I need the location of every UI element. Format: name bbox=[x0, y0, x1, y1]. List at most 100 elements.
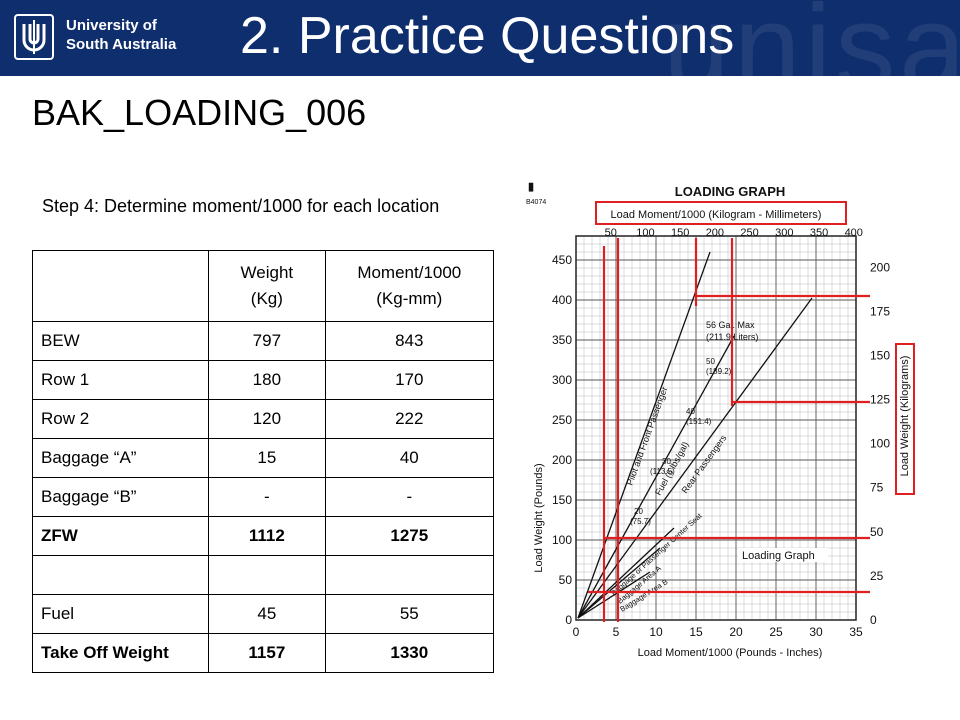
right-tick-label: 75 bbox=[870, 481, 884, 495]
right-tick-label: 50 bbox=[870, 525, 884, 539]
line-baggage-b bbox=[577, 571, 651, 619]
top-tick-label: 300 bbox=[775, 227, 793, 239]
fuel-mark-20: 20 bbox=[634, 507, 643, 516]
line-baggage-center bbox=[577, 527, 675, 619]
moment-table: Weight (Kg) Moment/1000 (Kg-mm) BEW 797 … bbox=[31, 250, 495, 673]
row-weight: 45 bbox=[208, 594, 326, 634]
table-row-zfw: ZFW 1112 1275 bbox=[31, 516, 495, 556]
fuel-mark-40: 40 bbox=[686, 407, 695, 416]
right-tick-label: 25 bbox=[870, 569, 884, 583]
row-moment: - bbox=[324, 477, 495, 517]
red-annotation-lines bbox=[588, 238, 870, 622]
fuel-mark-30-l: (113.5) bbox=[650, 467, 675, 476]
top-tick-label: 150 bbox=[671, 227, 689, 239]
bottom-tick-label: 25 bbox=[769, 625, 783, 639]
table-row: BEW 797 843 bbox=[31, 321, 495, 361]
corner-mark-glyph: ▮ bbox=[528, 181, 534, 193]
right-axis-highlight bbox=[895, 343, 915, 495]
row-label: Row 2 bbox=[31, 399, 210, 439]
bottom-axis-ticks: 0 5 10 15 20 25 30 35 bbox=[573, 625, 863, 639]
bottom-axis-label: Load Moment/1000 (Pounds - Inches) bbox=[638, 647, 823, 659]
row-moment: 222 bbox=[324, 399, 495, 439]
fuel-mark-20-l: (75.7) bbox=[630, 517, 651, 526]
plot-frame bbox=[575, 235, 857, 621]
row-label: Row 1 bbox=[31, 360, 210, 400]
header-weight: Weight (Kg) bbox=[208, 250, 326, 322]
inner-graph-label: Loading Graph bbox=[742, 550, 815, 562]
row-label: Baggage “A” bbox=[31, 438, 210, 478]
bottom-tick-label: 30 bbox=[809, 625, 823, 639]
row-moment: 170 bbox=[324, 360, 495, 400]
top-tick-label: 250 bbox=[740, 227, 758, 239]
row-label: Fuel bbox=[31, 594, 210, 634]
left-tick-label: 100 bbox=[552, 533, 572, 547]
table-row: Row 1 180 170 bbox=[31, 360, 495, 400]
slide-title: 2. Practice Questions bbox=[240, 7, 735, 65]
row-moment: 1275 bbox=[324, 516, 495, 556]
table-row-empty bbox=[31, 555, 495, 595]
loading-graph: ▮ B4074 LOADING GRAPH Load Moment/1000 (… bbox=[510, 176, 950, 670]
header-blank-cell bbox=[31, 250, 210, 322]
row-moment: 1330 bbox=[324, 633, 495, 673]
fuel-mark-50: 50 bbox=[706, 357, 715, 366]
bottom-tick-label: 15 bbox=[689, 625, 703, 639]
top-axis-ticks: 50 100 150 200 250 300 350 400 bbox=[605, 227, 863, 239]
top-tick-label: 200 bbox=[706, 227, 724, 239]
bottom-tick-label: 5 bbox=[613, 625, 620, 639]
step-instruction: Step 4: Determine moment/1000 for each l… bbox=[42, 196, 440, 216]
table-row: Fuel 45 55 bbox=[31, 594, 495, 634]
fuel-mark-40-l: (151.4) bbox=[686, 417, 712, 426]
right-axis-ticks: 0 25 50 75 100 125 150 175 200 bbox=[870, 260, 890, 627]
fuel-mark-50-l: (189.2) bbox=[706, 367, 732, 376]
row-moment bbox=[324, 555, 495, 595]
top-tick-label: 50 bbox=[605, 227, 617, 239]
row-weight: 15 bbox=[208, 438, 326, 478]
left-tick-label: 0 bbox=[565, 613, 572, 627]
row-weight bbox=[208, 555, 326, 595]
row-moment: 40 bbox=[324, 438, 495, 478]
university-name: University of South Australia bbox=[66, 16, 176, 54]
row-label: BEW bbox=[31, 321, 210, 361]
graph-background bbox=[510, 176, 950, 670]
left-tick-label: 450 bbox=[552, 253, 572, 267]
line-pilot-front bbox=[577, 251, 711, 619]
top-tick-label: 100 bbox=[636, 227, 654, 239]
right-tick-label: 200 bbox=[870, 260, 890, 274]
row-label: Baggage “B” bbox=[31, 477, 210, 517]
bottom-tick-label: 20 bbox=[729, 625, 743, 639]
corner-code: B4074 bbox=[526, 199, 546, 206]
row-label: ZFW bbox=[31, 516, 210, 556]
left-axis-ticks: 0 50 100 150 200 250 300 350 400 450 bbox=[552, 253, 572, 627]
row-label bbox=[31, 555, 210, 595]
right-tick-label: 0 bbox=[870, 613, 877, 627]
university-line1: University of bbox=[66, 17, 157, 34]
table-row: Baggage “B” - - bbox=[31, 477, 495, 517]
row-weight: - bbox=[208, 477, 326, 517]
table-row: Row 2 120 222 bbox=[31, 399, 495, 439]
table-row: Baggage “A” 15 40 bbox=[31, 438, 495, 478]
row-moment: 55 bbox=[324, 594, 495, 634]
left-tick-label: 200 bbox=[552, 453, 572, 467]
left-tick-label: 400 bbox=[552, 293, 572, 307]
watermark: unisa bbox=[663, 0, 960, 76]
row-weight: 120 bbox=[208, 399, 326, 439]
row-weight: 1112 bbox=[208, 516, 326, 556]
row-weight: 797 bbox=[208, 321, 326, 361]
header-moment: Moment/1000 (Kg-mm) bbox=[324, 250, 495, 322]
right-axis-label: Load Weight (Kilograms) bbox=[899, 356, 911, 477]
left-axis-label: Load Weight (Pounds) bbox=[533, 463, 545, 572]
left-tick-label: 300 bbox=[552, 373, 572, 387]
bottom-tick-label: 0 bbox=[573, 625, 580, 639]
table-header-row: Weight (Kg) Moment/1000 (Kg-mm) bbox=[31, 250, 495, 322]
left-tick-label: 250 bbox=[552, 413, 572, 427]
row-weight: 1157 bbox=[208, 633, 326, 673]
graph-title: LOADING GRAPH bbox=[675, 184, 786, 199]
header-bar: unisa University of South Australia 2. P… bbox=[0, 0, 960, 76]
row-moment: 843 bbox=[324, 321, 495, 361]
right-tick-label: 150 bbox=[870, 348, 890, 362]
right-tick-label: 175 bbox=[870, 304, 890, 318]
question-id: BAK_LOADING_006 bbox=[32, 92, 367, 133]
fuel-mark-30: 30 bbox=[662, 457, 671, 466]
top-tick-label: 350 bbox=[810, 227, 828, 239]
top-tick-label: 400 bbox=[845, 227, 863, 239]
